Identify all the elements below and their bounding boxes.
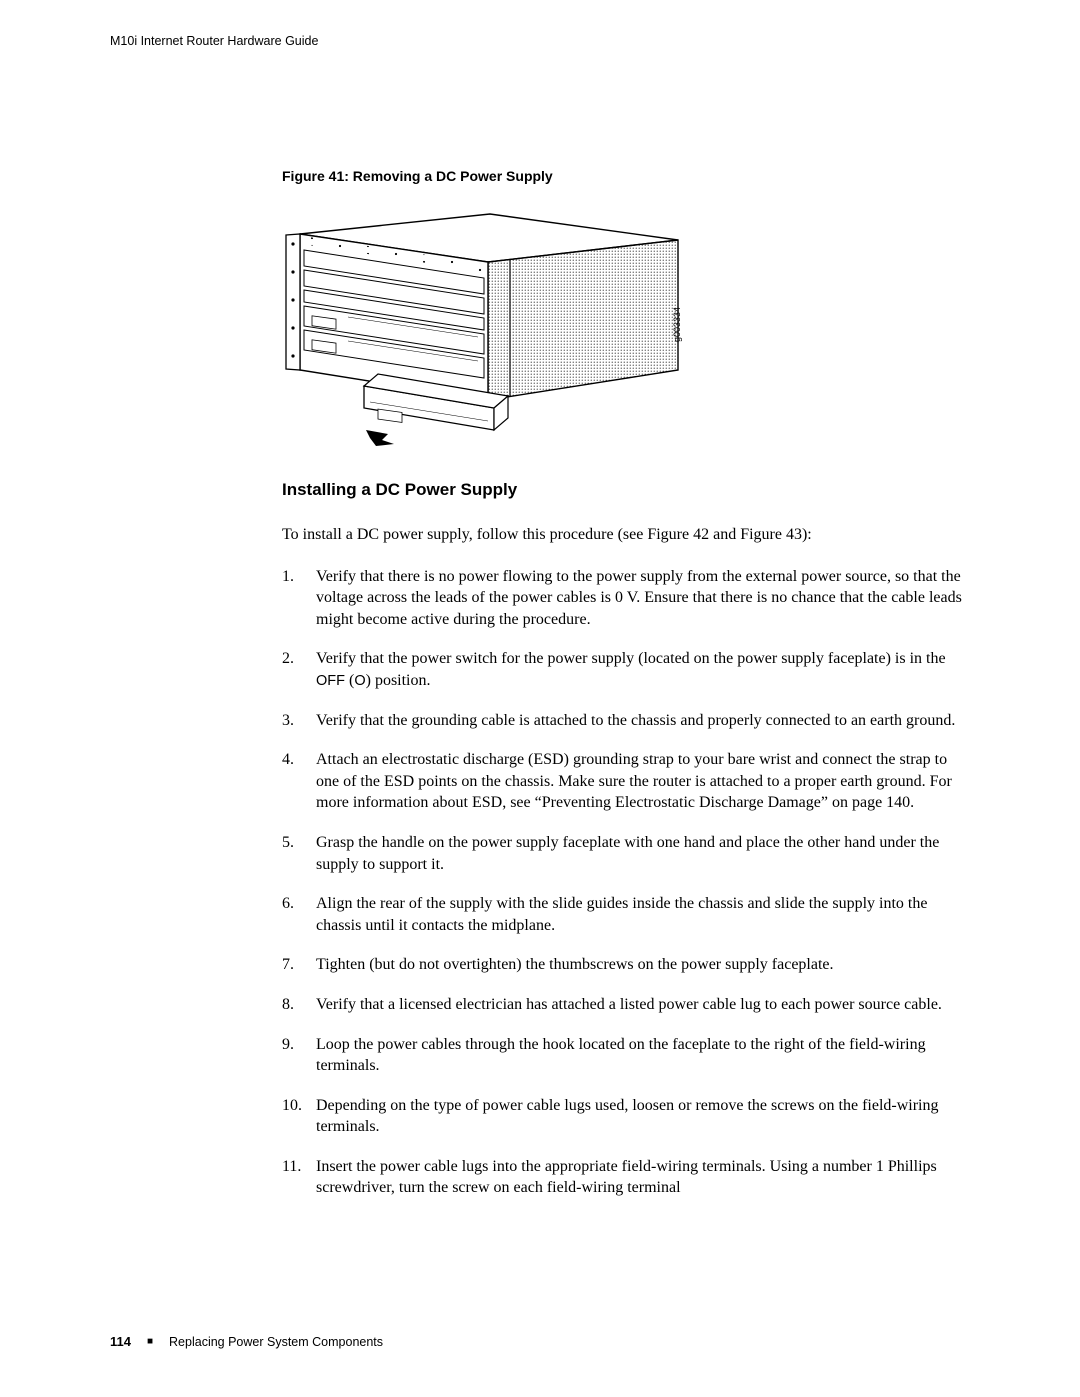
step-2: Verify that the power switch for the pow… (282, 648, 962, 691)
off-label: OFF (316, 673, 345, 689)
running-head: M10i Internet Router Hardware Guide (110, 34, 970, 48)
procedure-steps: Verify that there is no power flowing to… (282, 566, 962, 1199)
page-number: 114 (110, 1334, 131, 1349)
step-2-text-b: ( (345, 672, 354, 689)
step-9: Loop the power cables through the hook l… (282, 1034, 962, 1077)
o-label: O (354, 673, 365, 689)
figure-caption: Figure 41: Removing a DC Power Supply (282, 168, 962, 184)
step-3: Verify that the grounding cable is attac… (282, 710, 962, 732)
figure-router-illustration: g003334 (278, 202, 693, 447)
section-title: Installing a DC Power Supply (282, 480, 962, 500)
step-4: Attach an electrostatic discharge (ESD) … (282, 749, 962, 814)
step-10: Depending on the type of power cable lug… (282, 1095, 962, 1138)
step-5: Grasp the handle on the power supply fac… (282, 832, 962, 875)
footer-square-icon: ■ (147, 1336, 153, 1347)
step-11: Insert the power cable lugs into the app… (282, 1156, 962, 1199)
figure-side-label: g003334 (672, 307, 682, 342)
page: M10i Internet Router Hardware Guide Figu… (0, 0, 1080, 1397)
step-7: Tighten (but do not overtighten) the thu… (282, 954, 962, 976)
step-6: Align the rear of the supply with the sl… (282, 893, 962, 936)
step-2-text-c: ) position. (366, 672, 431, 689)
step-1: Verify that there is no power flowing to… (282, 566, 962, 631)
step-8: Verify that a licensed electrician has a… (282, 994, 962, 1016)
content-area: Figure 41: Removing a DC Power Supply (282, 168, 962, 1199)
intro-paragraph: To install a DC power supply, follow thi… (282, 524, 962, 546)
step-2-text-a: Verify that the power switch for the pow… (316, 650, 946, 667)
footer: 114 ■ Replacing Power System Components (110, 1334, 383, 1349)
footer-section: Replacing Power System Components (169, 1335, 383, 1349)
